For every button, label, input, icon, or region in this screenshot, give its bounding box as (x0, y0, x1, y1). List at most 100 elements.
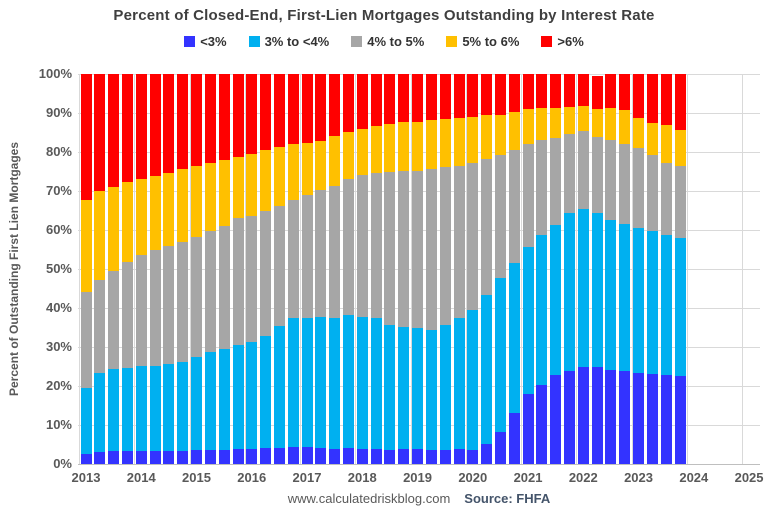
bar-segment 2018 Q4 >6% (398, 74, 410, 123)
bar-segment 2021 Q1 3% to <4% (522, 246, 534, 395)
bar-segment 2019 Q4 5% to 6% (453, 117, 465, 167)
legend-swatch-gt6-icon (541, 36, 553, 47)
bar-segment 2014 Q1 3% to <4% (135, 365, 147, 452)
y-axis-tick-label: 0% (53, 456, 72, 471)
bar-segment 2017 Q1 4% to 5% (301, 194, 313, 318)
bar-segment 2017 Q1 <3% (301, 447, 313, 464)
y-axis-tick-label: 80% (45, 144, 72, 159)
bar-segment 2023 Q2 5% to 6% (646, 122, 658, 155)
bar-segment 2023 Q2 3% to <4% (646, 230, 658, 374)
bar-segment 2022 Q1 3% to <4% (577, 208, 589, 368)
bar-segment 2021 Q2 3% to <4% (536, 235, 548, 385)
bar-segment 2022 Q3 >6% (605, 74, 617, 109)
bar-segment 2016 Q2 4% to 5% (260, 210, 272, 336)
x-axis-tick-label: 2025 (734, 470, 764, 485)
bar-segment 2020 Q1 >6% (467, 74, 479, 117)
bar-segment 2021 Q3 4% to 5% (550, 138, 562, 225)
legend-swatch-3to4-icon (248, 36, 260, 47)
bar-segment 2022 Q1 4% to 5% (577, 130, 589, 209)
bar-segment 2022 Q3 <3% (605, 369, 617, 464)
bar-segment 2022 Q2 <3% (591, 366, 603, 464)
bar-segment 2015 Q3 5% to 6% (218, 159, 230, 227)
bar-segment 2015 Q1 5% to 6% (191, 166, 202, 237)
bar-segment 2015 Q1 >6% (191, 74, 202, 167)
bar-segment 2016 Q1 <3% (246, 448, 258, 464)
bar-segment 2021 Q1 <3% (522, 394, 534, 464)
bar-segment 2014 Q1 5% to 6% (135, 179, 147, 255)
bar-segment 2022 Q2 4% to 5% (591, 137, 603, 214)
bar-segment 2023 Q3 4% to 5% (660, 162, 672, 236)
bar-segment 2023 Q2 >6% (646, 74, 658, 123)
bar-segment 2023 Q1 4% to 5% (633, 148, 645, 228)
bar-segment 2022 Q4 >6% (619, 74, 631, 110)
bar-segment 2017 Q4 <3% (343, 448, 354, 464)
legend-swatch-5to6-icon (446, 36, 458, 47)
y-axis-title: Percent of Outstanding First Lien Mortga… (7, 141, 21, 397)
bar-segment 2015 Q1 4% to 5% (191, 236, 202, 357)
bar-segment 2023 Q4 5% to 6% (674, 129, 686, 166)
legend-label: <3% (200, 34, 227, 49)
bar-segment 2017 Q4 3% to <4% (343, 315, 354, 449)
bar-segment 2015 Q4 5% to 6% (232, 157, 244, 219)
bar-segment 2018 Q3 >6% (384, 74, 396, 125)
bar-segment 2017 Q2 5% to 6% (315, 140, 327, 190)
bar-segment 2021 Q1 >6% (522, 74, 534, 110)
bar-segment 2013 Q4 5% to 6% (121, 182, 133, 263)
bar-segment 2015 Q2 <3% (204, 450, 216, 464)
bar-segment 2013 Q2 >6% (94, 74, 106, 191)
bar-segment 2019 Q2 3% to <4% (425, 329, 437, 450)
x-axis-tick-label: 2023 (624, 470, 653, 485)
bar-segment 2019 Q2 >6% (425, 74, 437, 121)
bar-segment 2021 Q4 5% to 6% (564, 106, 575, 135)
bar-segment 2019 Q4 <3% (453, 449, 465, 464)
bar-segment 2022 Q4 4% to 5% (619, 144, 631, 225)
bar-segment 2016 Q1 5% to 6% (246, 153, 258, 216)
bar-segment 2021 Q3 5% to 6% (550, 107, 562, 139)
bar-segment 2022 Q4 3% to <4% (619, 224, 631, 372)
bar-segment 2016 Q1 3% to <4% (246, 341, 258, 449)
bar-segment 2021 Q3 >6% (550, 74, 562, 108)
bar-segment 2014 Q3 3% to <4% (163, 364, 175, 452)
bar-segment 2023 Q1 <3% (633, 372, 645, 464)
website-text: www.calculatedriskblog.com (287, 491, 451, 506)
bar-segment 2022 Q1 5% to 6% (577, 105, 589, 131)
bar-segment 2014 Q1 <3% (135, 451, 147, 464)
bar-segment 2020 Q2 >6% (481, 74, 493, 116)
y-axis-tick-label: 60% (45, 222, 72, 237)
bar-segment 2016 Q4 <3% (287, 447, 299, 464)
x-axis-tick-label: 2015 (182, 470, 211, 485)
bar-segment 2017 Q4 >6% (343, 74, 354, 132)
bar-segment 2017 Q3 <3% (329, 449, 341, 464)
x-axis-tick-label: 2013 (71, 470, 101, 485)
bar-segment 2014 Q4 >6% (177, 74, 189, 170)
legend-item-4to5: 4% to 5% (351, 34, 424, 49)
bar-segment 2019 Q1 >6% (412, 74, 423, 122)
bar-segment 2016 Q3 3% to <4% (273, 325, 285, 449)
bar-segment 2019 Q4 4% to 5% (453, 166, 465, 319)
bar-segment 2020 Q2 4% to 5% (481, 158, 493, 296)
bar-segment 2015 Q4 3% to <4% (232, 345, 244, 450)
bar-segment 2018 Q2 3% to <4% (370, 317, 382, 449)
bar-segment 2021 Q3 <3% (550, 375, 562, 464)
bar-segment 2019 Q4 >6% (453, 74, 465, 118)
y-axis-tick-label: 50% (45, 261, 72, 276)
bar-segment 2017 Q3 5% to 6% (329, 136, 341, 186)
plot-area (78, 74, 760, 465)
bar-segment 2014 Q3 >6% (163, 74, 175, 173)
bar-segment 2022 Q2 >6% (591, 76, 603, 110)
bar-segment 2014 Q2 3% to <4% (149, 365, 161, 452)
bar-segment 2015 Q2 >6% (204, 74, 216, 163)
bar-segment 2018 Q3 4% to 5% (384, 172, 396, 326)
bar-segment 2018 Q1 4% to 5% (356, 175, 368, 317)
bar-segment 2019 Q3 4% to 5% (439, 166, 451, 326)
bar-segment 2016 Q4 5% to 6% (287, 143, 299, 200)
bar-segment 2019 Q3 5% to 6% (439, 118, 451, 167)
bar-segment 2019 Q3 >6% (439, 74, 451, 119)
bar-segment 2016 Q2 3% to <4% (260, 335, 272, 449)
bar-segment 2020 Q1 4% to 5% (467, 162, 479, 310)
bar-segment 2017 Q3 >6% (329, 74, 341, 137)
bar-segment 2013 Q3 4% to 5% (108, 270, 120, 369)
bar-segment 2017 Q2 >6% (315, 74, 327, 141)
bar-segment 2023 Q2 <3% (646, 373, 658, 464)
bar-segment 2015 Q4 <3% (232, 449, 244, 464)
